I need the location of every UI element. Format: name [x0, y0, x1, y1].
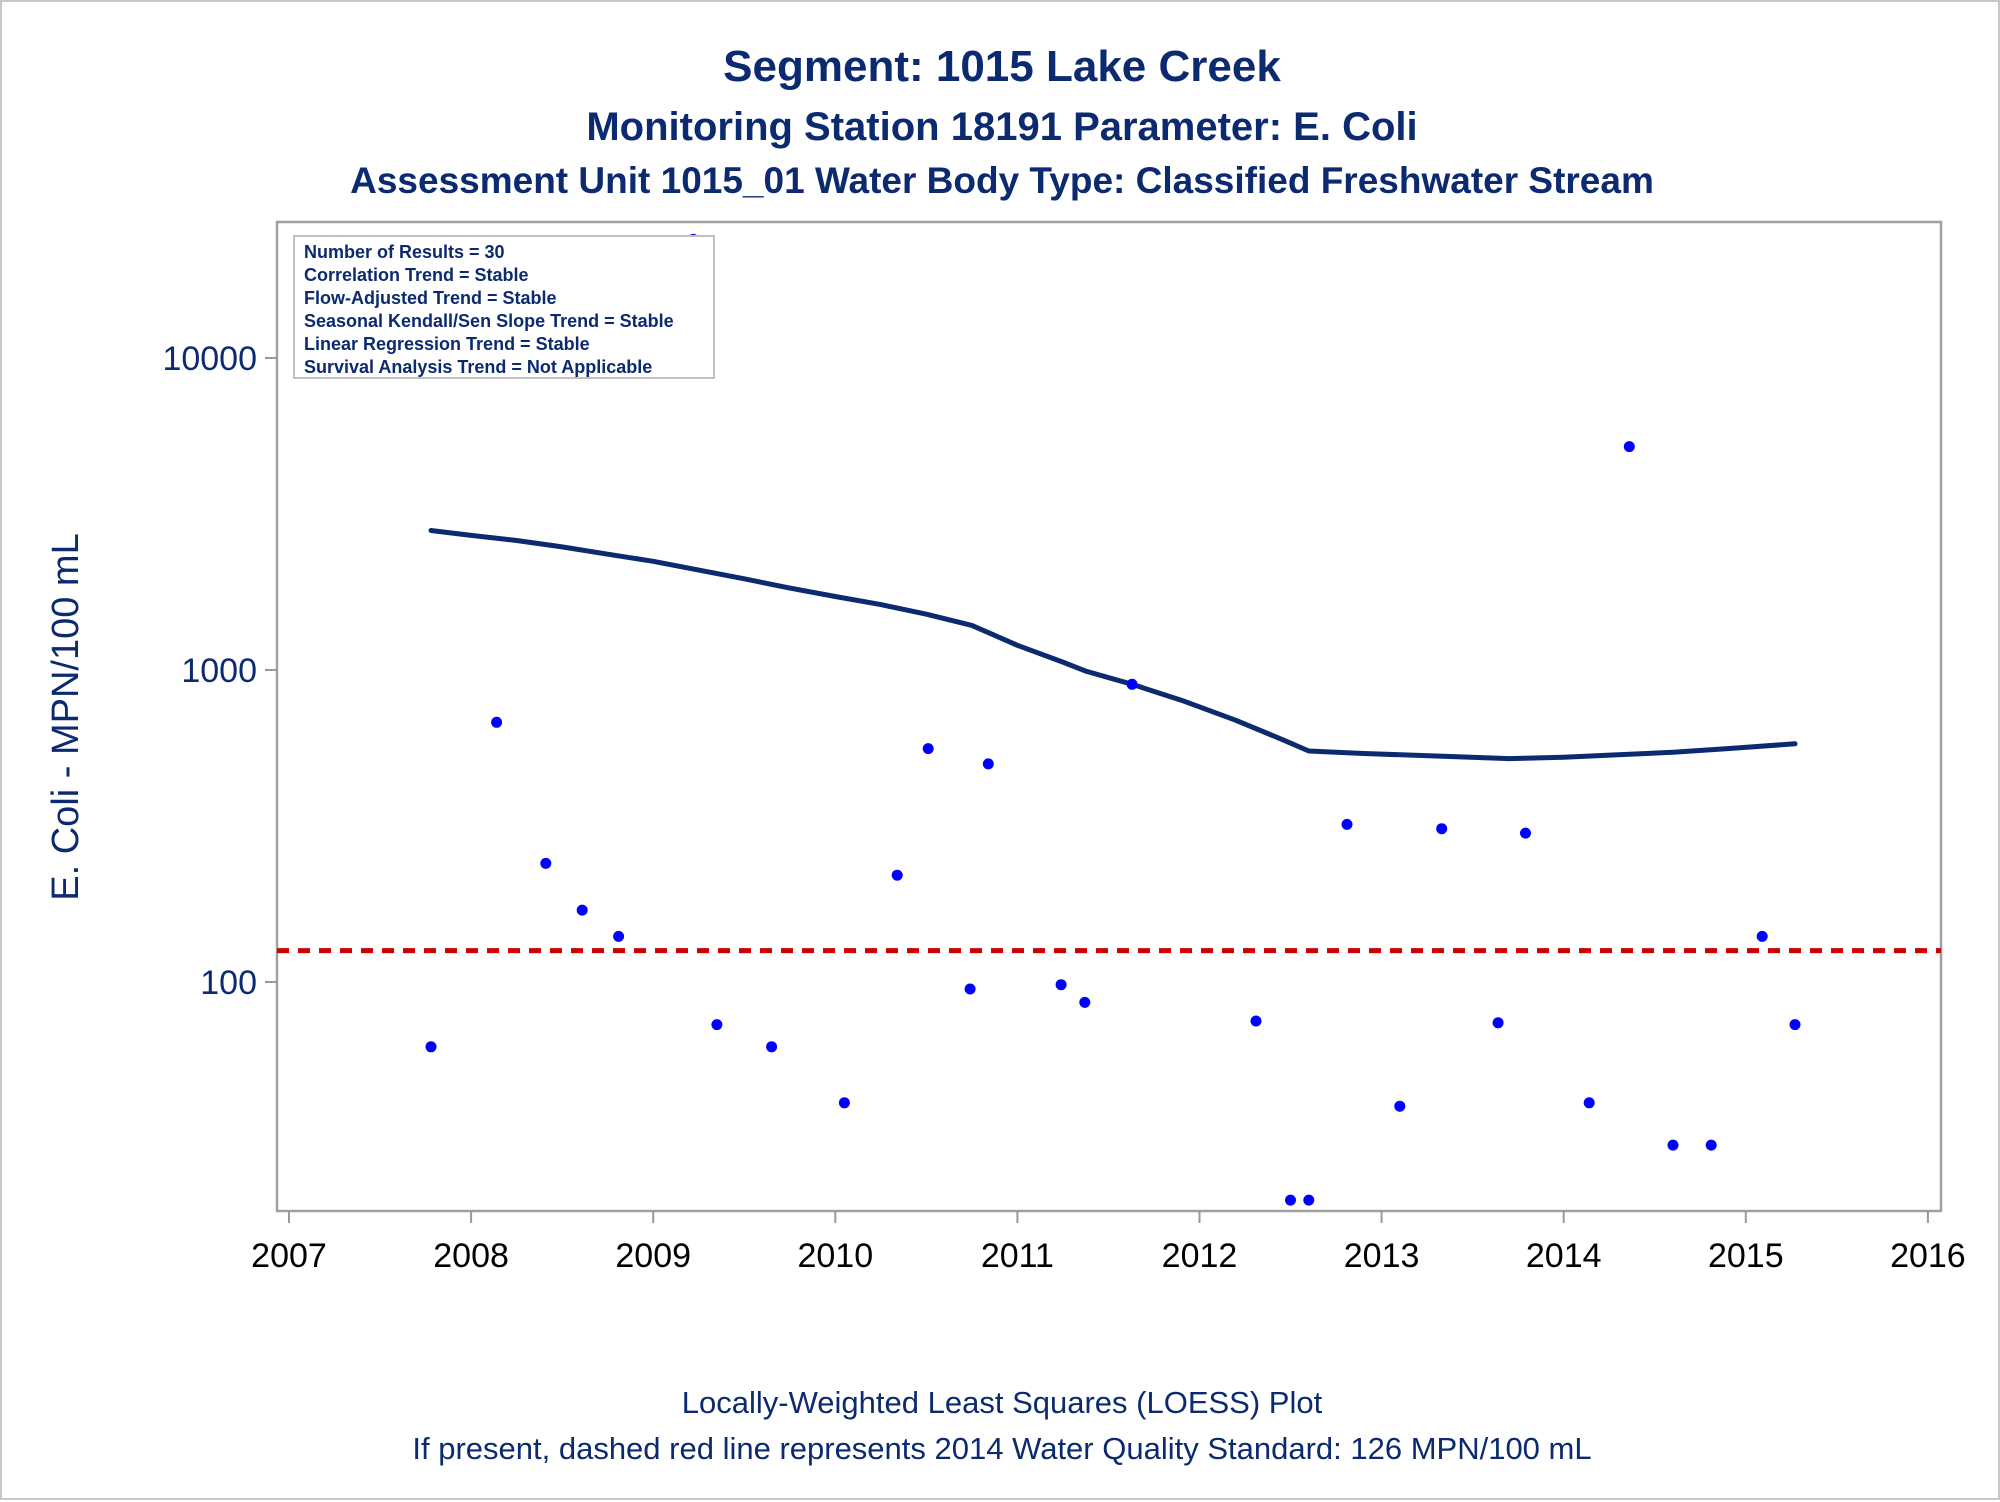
data-point	[1079, 996, 1091, 1008]
data-point	[1789, 1019, 1801, 1031]
x-axis: 2007 2008 2009 2010 2011 2012 2013 2014 2015 2016	[251, 1211, 1966, 1275]
data-point	[1756, 930, 1768, 942]
trend-summary-line: Number of Results = 30	[304, 242, 505, 262]
trend-summary-line: Survival Analysis Trend = Not Applicable	[304, 357, 652, 377]
data-point	[1055, 979, 1067, 991]
data-point	[1285, 1194, 1296, 1206]
data-point	[1623, 441, 1635, 453]
data-point	[982, 758, 994, 770]
data-point	[922, 743, 934, 755]
x-tick-label: 2012	[1162, 1237, 1238, 1275]
trend-summary-line: Seasonal Kendall/Sen Slope Trend = Stabl…	[304, 311, 674, 331]
points-layer	[425, 233, 1801, 1206]
y-axis-label: E. Coli - MPN/100 mL	[45, 533, 87, 900]
trend-summary-border	[293, 235, 715, 379]
data-point	[1250, 1015, 1262, 1027]
data-point	[576, 904, 588, 916]
data-point	[425, 1041, 437, 1053]
plot-area	[275, 220, 1943, 1213]
data-point	[1667, 1139, 1679, 1151]
x-tick-label: 2016	[1890, 1237, 1966, 1275]
data-point	[540, 857, 552, 869]
loess-layer	[428, 528, 1798, 762]
data-point	[1492, 1017, 1504, 1029]
y-tick-label: 10000	[162, 340, 257, 378]
x-tick-label: 2015	[1708, 1237, 1784, 1275]
data-point	[711, 1019, 723, 1031]
data-point	[1394, 1100, 1406, 1112]
y-axis: 100 1000 10000	[162, 340, 277, 1002]
footnote-1: Locally-Weighted Least Squares (LOESS) P…	[682, 1385, 1323, 1420]
data-point	[964, 983, 976, 995]
data-point	[1705, 1139, 1717, 1151]
chart-title: Segment: 1015 Lake Creek	[723, 42, 1281, 91]
y-tick-label: 100	[200, 964, 257, 1002]
chart-subtitle-2: Assessment Unit 1015_01 Water Body Type:…	[350, 160, 1654, 201]
x-tick-label: 2009	[615, 1237, 691, 1275]
data-point	[1341, 818, 1353, 830]
x-tick-label: 2007	[251, 1237, 327, 1275]
y-tick-label: 1000	[181, 652, 257, 690]
data-point	[491, 716, 503, 728]
data-point	[766, 1041, 778, 1053]
trend-summary-line: Linear Regression Trend = Stable	[304, 334, 590, 354]
data-point	[838, 1097, 850, 1109]
data-point	[1303, 1194, 1315, 1206]
trend-summary-box: Number of Results = 30 Correlation Trend…	[293, 235, 715, 379]
x-tick-label: 2008	[433, 1237, 509, 1275]
data-point	[1126, 678, 1138, 690]
trend-summary-line: Flow-Adjusted Trend = Stable	[304, 288, 557, 308]
data-point	[613, 930, 625, 942]
x-tick-label: 2010	[797, 1237, 873, 1275]
x-tick-label: 2013	[1344, 1237, 1420, 1275]
data-point	[1436, 823, 1448, 835]
data-point	[1583, 1097, 1595, 1109]
x-tick-label: 2014	[1526, 1237, 1602, 1275]
trend-summary-line: Correlation Trend = Stable	[304, 265, 529, 285]
footnote-2: If present, dashed red line represents 2…	[412, 1431, 1591, 1466]
data-point	[891, 869, 903, 881]
loess-line	[428, 528, 1798, 762]
x-tick-label: 2011	[981, 1237, 1054, 1275]
data-point	[1520, 827, 1531, 839]
chart-subtitle: Monitoring Station 18191 Parameter: E. C…	[586, 105, 1417, 149]
